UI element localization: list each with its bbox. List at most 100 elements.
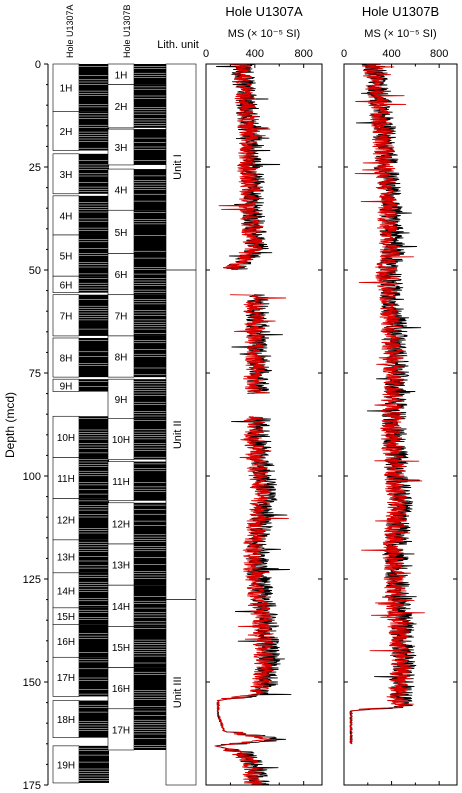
core-recovery-bar	[134, 667, 166, 709]
core-label-box	[52, 63, 80, 112]
core-label-box	[52, 294, 80, 337]
hole-a-column-label: Hole U1307A	[65, 4, 75, 58]
core-recovery-bar	[134, 585, 166, 627]
core-label: 9H	[60, 381, 73, 392]
core-label: 16H	[57, 637, 75, 648]
lith-column-frame	[165, 63, 197, 786]
core-section-lines	[79, 459, 109, 495]
core-section-lines	[79, 500, 109, 534]
core-label: 11H	[57, 474, 75, 485]
core-label-box	[52, 700, 80, 738]
core-label-box	[107, 708, 135, 751]
core-section-lines	[134, 596, 166, 625]
core-label: 5H	[115, 228, 128, 239]
core-label: 3H	[115, 143, 128, 154]
core-section-lines	[134, 463, 166, 492]
core-recovery-bar	[134, 84, 166, 128]
core-recovery-bar	[79, 745, 109, 783]
core-section-lines	[79, 278, 109, 291]
plot-xtick-label: 800	[295, 48, 313, 60]
core-label-box	[52, 195, 80, 236]
core-section-lines	[79, 609, 109, 620]
core-label: 14H	[57, 586, 75, 597]
core-label-box	[52, 572, 80, 609]
core-label: 4H	[60, 211, 73, 222]
core-section-lines	[134, 628, 166, 664]
depth-tick-label: 175	[23, 780, 41, 792]
hole-b-label: Hole U1307B	[122, 4, 132, 58]
core-label: 12H	[57, 515, 75, 526]
core-section-lines	[134, 671, 166, 707]
core-section-lines	[79, 66, 109, 108]
core-label: 9H	[115, 395, 128, 406]
depth-axis-label: Depth (mcd)	[3, 392, 17, 458]
core-label: 17H	[57, 673, 75, 684]
core-section-lines	[79, 160, 109, 192]
core-label: 17H	[112, 725, 130, 736]
core-label-box	[52, 111, 80, 151]
core-recovery-bar	[79, 657, 109, 697]
plot-xtick-label: 400	[246, 48, 264, 60]
depth-tick-label: 0	[35, 59, 41, 71]
depth-tick-label: 75	[29, 368, 41, 380]
core-section-lines	[79, 747, 109, 781]
ms-plot-hole-b: Hole U1307B MS (× 10⁻⁵ SI) 0 400 800	[341, 4, 458, 786]
core-recovery-bar	[79, 700, 109, 738]
core-label: 8H	[60, 354, 73, 365]
core-section-lines	[79, 659, 109, 695]
core-label: 15H	[57, 612, 75, 623]
core-section-lines	[134, 710, 166, 748]
depth-tick-label: 25	[29, 162, 41, 174]
core-label-box	[52, 337, 80, 378]
core-section-lines	[79, 381, 109, 387]
plot-frame	[205, 63, 323, 786]
lith-unit-name: Unit II	[172, 420, 184, 449]
core-section-lines	[134, 175, 166, 202]
core-recovery-bar	[79, 111, 109, 151]
depth-tick-label: 125	[23, 574, 41, 586]
depth-tick-label: 50	[29, 265, 41, 277]
plot-xlabel: MS (× 10⁻⁵ SI)	[364, 28, 436, 40]
core-section-lines	[134, 257, 166, 293]
core-label: 11H	[112, 477, 130, 488]
core-section-lines	[79, 418, 109, 454]
core-label: 2H	[60, 127, 73, 138]
core-section-lines	[134, 66, 166, 78]
ms-plot-hole-a: Hole U1307A MS (× 10⁻⁵ SI) 0 400 800	[203, 4, 323, 786]
core-label: 4H	[115, 186, 128, 197]
core-recovery-bar	[134, 64, 166, 85]
core-column-hole-b: 1H 2H 3H 4H 5H 6H 7H 8H 9H 10H 11H 12H 13H 14H 15H 16H 1…	[107, 63, 166, 751]
lith-unit-label: Lith. unit	[157, 39, 199, 51]
plot-title: Hole U1307B	[362, 4, 439, 19]
core-label-box	[107, 335, 135, 378]
core-label: 10H	[112, 435, 130, 446]
core-label-box	[107, 378, 135, 419]
core-label: 14H	[112, 602, 130, 613]
core-label: 3H	[60, 170, 73, 181]
core-label-box	[52, 539, 80, 574]
depth-tick-label: 150	[23, 677, 41, 689]
hole-b-column-label: Hole U1307B	[122, 4, 132, 58]
core-label: 1H	[60, 84, 73, 95]
plot-title: Hole U1307A	[225, 4, 303, 19]
ms-series-line	[349, 63, 425, 745]
core-recovery-bar	[134, 379, 166, 419]
core-label: 2H	[115, 102, 128, 113]
core-section-lines	[79, 202, 109, 231]
core-label-box	[52, 153, 80, 195]
core-section-lines	[134, 381, 166, 417]
plot-xtick-label: 400	[382, 48, 400, 60]
plot-xtick-label: 0	[203, 48, 209, 60]
core-label: 15H	[112, 643, 130, 654]
core-recovery-bar	[134, 210, 166, 254]
core-section-lines	[134, 546, 166, 579]
lith-unit-name: Unit I	[172, 154, 184, 180]
core-recovery-bar	[79, 195, 109, 235]
core-section-lines	[79, 113, 109, 149]
core-section-lines	[79, 340, 109, 366]
core-section-lines	[79, 574, 109, 606]
hole-a-label: Hole U1307A	[65, 4, 75, 58]
core-label-box	[107, 626, 135, 668]
core-label: 12H	[112, 519, 130, 530]
